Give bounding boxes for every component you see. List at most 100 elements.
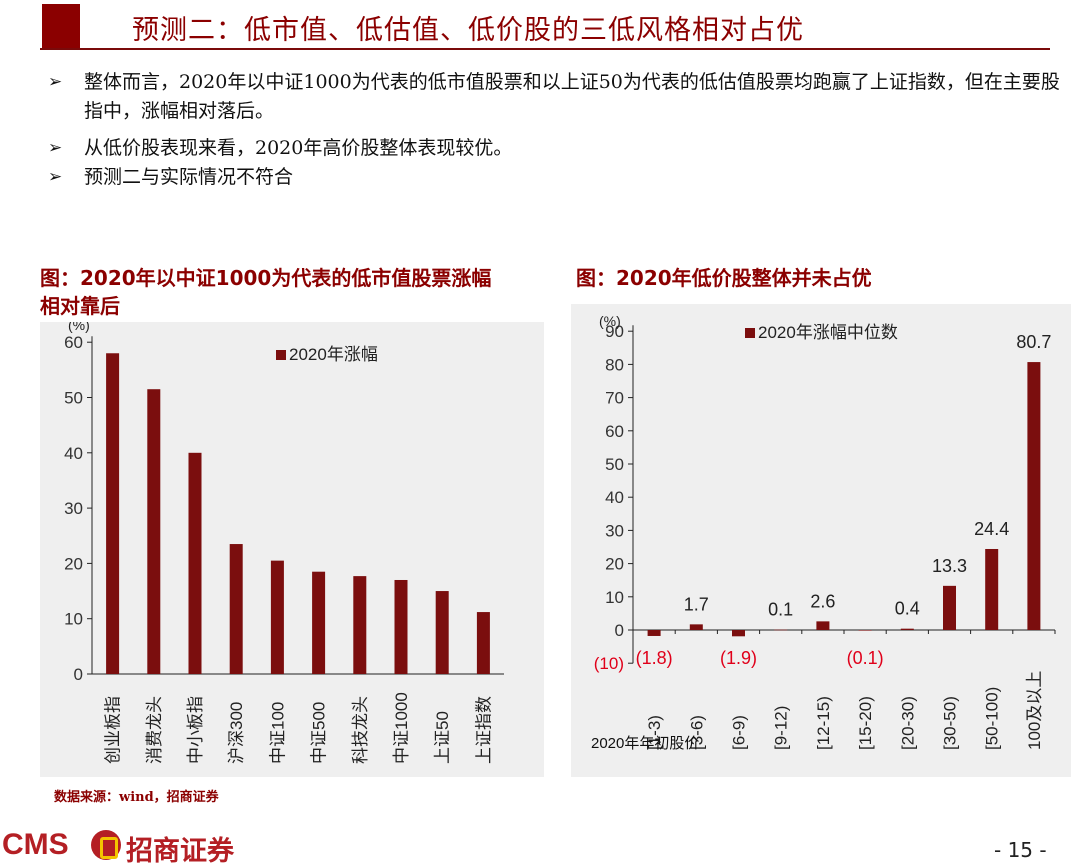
x-category-label: [3-6): [687, 715, 706, 750]
bar: [816, 621, 830, 630]
y-tick-label: 40: [605, 488, 624, 507]
bar: [774, 629, 788, 631]
arrow-bullet-icon: ➢: [48, 138, 63, 158]
bar: [689, 624, 703, 630]
x-category-label: [15-20): [856, 696, 875, 750]
data-label: 13.3: [932, 556, 967, 576]
left-bar-chart: 0 10 20 30 40 50 60(%) 创业板指 消费龙头 中小板指 沪深300 中证100 中证…: [64, 317, 504, 764]
bar: [647, 630, 661, 636]
legend-label: 2020年涨幅: [289, 345, 378, 364]
data-label: 0.1: [768, 600, 793, 620]
bar: [188, 452, 202, 674]
y-tick-label: (10): [594, 654, 624, 673]
bar: [858, 630, 872, 631]
x-category-label: 沪深300: [227, 702, 246, 764]
x-category-label: [6-9): [730, 715, 749, 750]
x-category-label: [30-50): [941, 696, 960, 750]
data-label: 80.7: [1016, 332, 1051, 352]
left-chart-panel: 0 10 20 30 40 50 60 (%) 创业板指 消费龙头 中小板指 沪深300 中证100 中证…: [40, 317, 544, 777]
x-category-label: 上证50: [433, 711, 452, 764]
x-category-label: 100及以上: [1025, 671, 1044, 750]
data-source-note: 数据来源：wind，招商证券: [54, 790, 219, 805]
x-category-label: 创业板指: [104, 696, 123, 764]
arrow-bullet-icon: ➢: [48, 167, 63, 187]
y-tick-label: 10: [605, 588, 624, 607]
data-label: 1.7: [684, 594, 709, 614]
bullet-item: ➢ 从低价股表现来看，2020年高价股整体表现较优。: [48, 134, 1068, 163]
bullet-text: 整体而言，2020年以中证1000为代表的低市值股票和以上证50为代表的低估值股…: [84, 71, 1060, 122]
bar: [1027, 362, 1041, 630]
y-tick-label: 50: [64, 389, 83, 408]
y-tick-label: 30: [605, 521, 624, 540]
bar: [943, 585, 956, 630]
data-label: 2.6: [810, 591, 835, 611]
y-tick-label: 80: [605, 355, 624, 374]
bar: [270, 560, 284, 674]
bar: [229, 544, 243, 674]
page-title: 预测二：低市值、低估值、低价股的三低风格相对占优: [132, 15, 804, 46]
bullet-item: ➢ 整体而言，2020年以中证1000为代表的低市值股票和以上证50为代表的低估…: [48, 68, 1068, 126]
bar: [147, 389, 161, 674]
x-category-label: 中小板指: [186, 696, 205, 764]
y-tick-label: 60: [64, 333, 83, 352]
legend-label: 2020年涨幅中位数: [758, 323, 898, 342]
left-chart-caption: 图：2020年以中证1000为代表的低市值股票涨幅 相对靠后: [40, 264, 560, 320]
x-category-label: [9-12): [772, 706, 791, 750]
data-label: (1.8): [636, 648, 673, 668]
bar: [435, 591, 449, 674]
y-tick-label: 90: [605, 322, 624, 341]
y-tick-label: 20: [64, 554, 83, 573]
y-tick-label: 10: [64, 610, 83, 629]
left-chart-caption-line2: 相对靠后: [40, 294, 120, 318]
x-category-label: [1-3): [645, 715, 664, 750]
right-bar-chart: (10) 0 10 20 30 40 50 60 70 80 90(%) (1.8) [1-3) 1.7 […: [591, 313, 1056, 752]
x-category-label: [20-30): [898, 696, 917, 750]
title-bar: 预测二：低市值、低估值、低价股的三低风格相对占优: [40, 0, 1050, 50]
x-category-label: 科技龙头: [351, 696, 370, 764]
left-chart-caption-line1: 图：2020年以中证1000为代表的低市值股票涨幅: [40, 266, 492, 290]
x-category-label: 消费龙头: [145, 696, 164, 764]
unit-label: (%): [68, 322, 90, 333]
logo-badge-icon: [91, 830, 121, 860]
legend-swatch: [745, 328, 755, 338]
bar: [106, 353, 120, 674]
y-tick-label: 0: [74, 665, 83, 684]
x-category-label: 中证100: [268, 702, 287, 764]
y-tick-label: 20: [605, 555, 624, 574]
bar: [732, 630, 745, 637]
arrow-bullet-icon: ➢: [48, 72, 63, 92]
data-label: 24.4: [974, 519, 1009, 539]
data-label: (1.9): [720, 648, 757, 668]
x-category-label: [12-15): [814, 696, 833, 750]
data-label: 0.4: [895, 599, 920, 619]
y-tick-label: 0: [615, 621, 624, 640]
bar: [985, 548, 999, 630]
unit-label: (%): [599, 313, 621, 329]
y-tick-label: 30: [64, 499, 83, 518]
x-axis-title: 2020年年初股价: [591, 735, 699, 752]
bullet-item: ➢ 预测二与实际情况不符合: [48, 163, 1068, 192]
bar: [394, 579, 408, 674]
legend-swatch: [276, 350, 286, 360]
data-label: (0.1): [847, 648, 884, 668]
bullet-text: 预测二与实际情况不符合: [84, 166, 294, 188]
y-tick-label: 70: [605, 389, 624, 408]
y-tick-label: 60: [605, 422, 624, 441]
bar: [312, 571, 326, 674]
bullet-list: ➢ 整体而言，2020年以中证1000为代表的低市值股票和以上证50为代表的低估…: [48, 68, 1068, 192]
y-tick-label: 40: [64, 444, 83, 463]
x-category-label: 中证500: [310, 702, 329, 764]
title-accent-square: [42, 4, 80, 48]
bullet-text: 从低价股表现来看，2020年高价股整体表现较优。: [84, 137, 513, 159]
x-category-label: [50-100): [983, 687, 1002, 750]
x-category-label: 中证1000: [392, 692, 411, 764]
right-chart-panel: (10) 0 10 20 30 40 50 60 70 80 90 (%) (1.8) [1-3) 1.7 […: [571, 304, 1071, 777]
page-number: - 15 -: [994, 838, 1047, 862]
bar: [900, 628, 914, 630]
logo-wordmark: CMS: [2, 828, 69, 861]
x-category-label: 上证指数: [474, 696, 493, 764]
logo-chinese-name: 招商证券: [126, 836, 234, 866]
right-chart-caption: 图：2020年低价股整体并未占优: [576, 266, 872, 290]
y-tick-label: 50: [605, 455, 624, 474]
bar: [476, 612, 490, 674]
